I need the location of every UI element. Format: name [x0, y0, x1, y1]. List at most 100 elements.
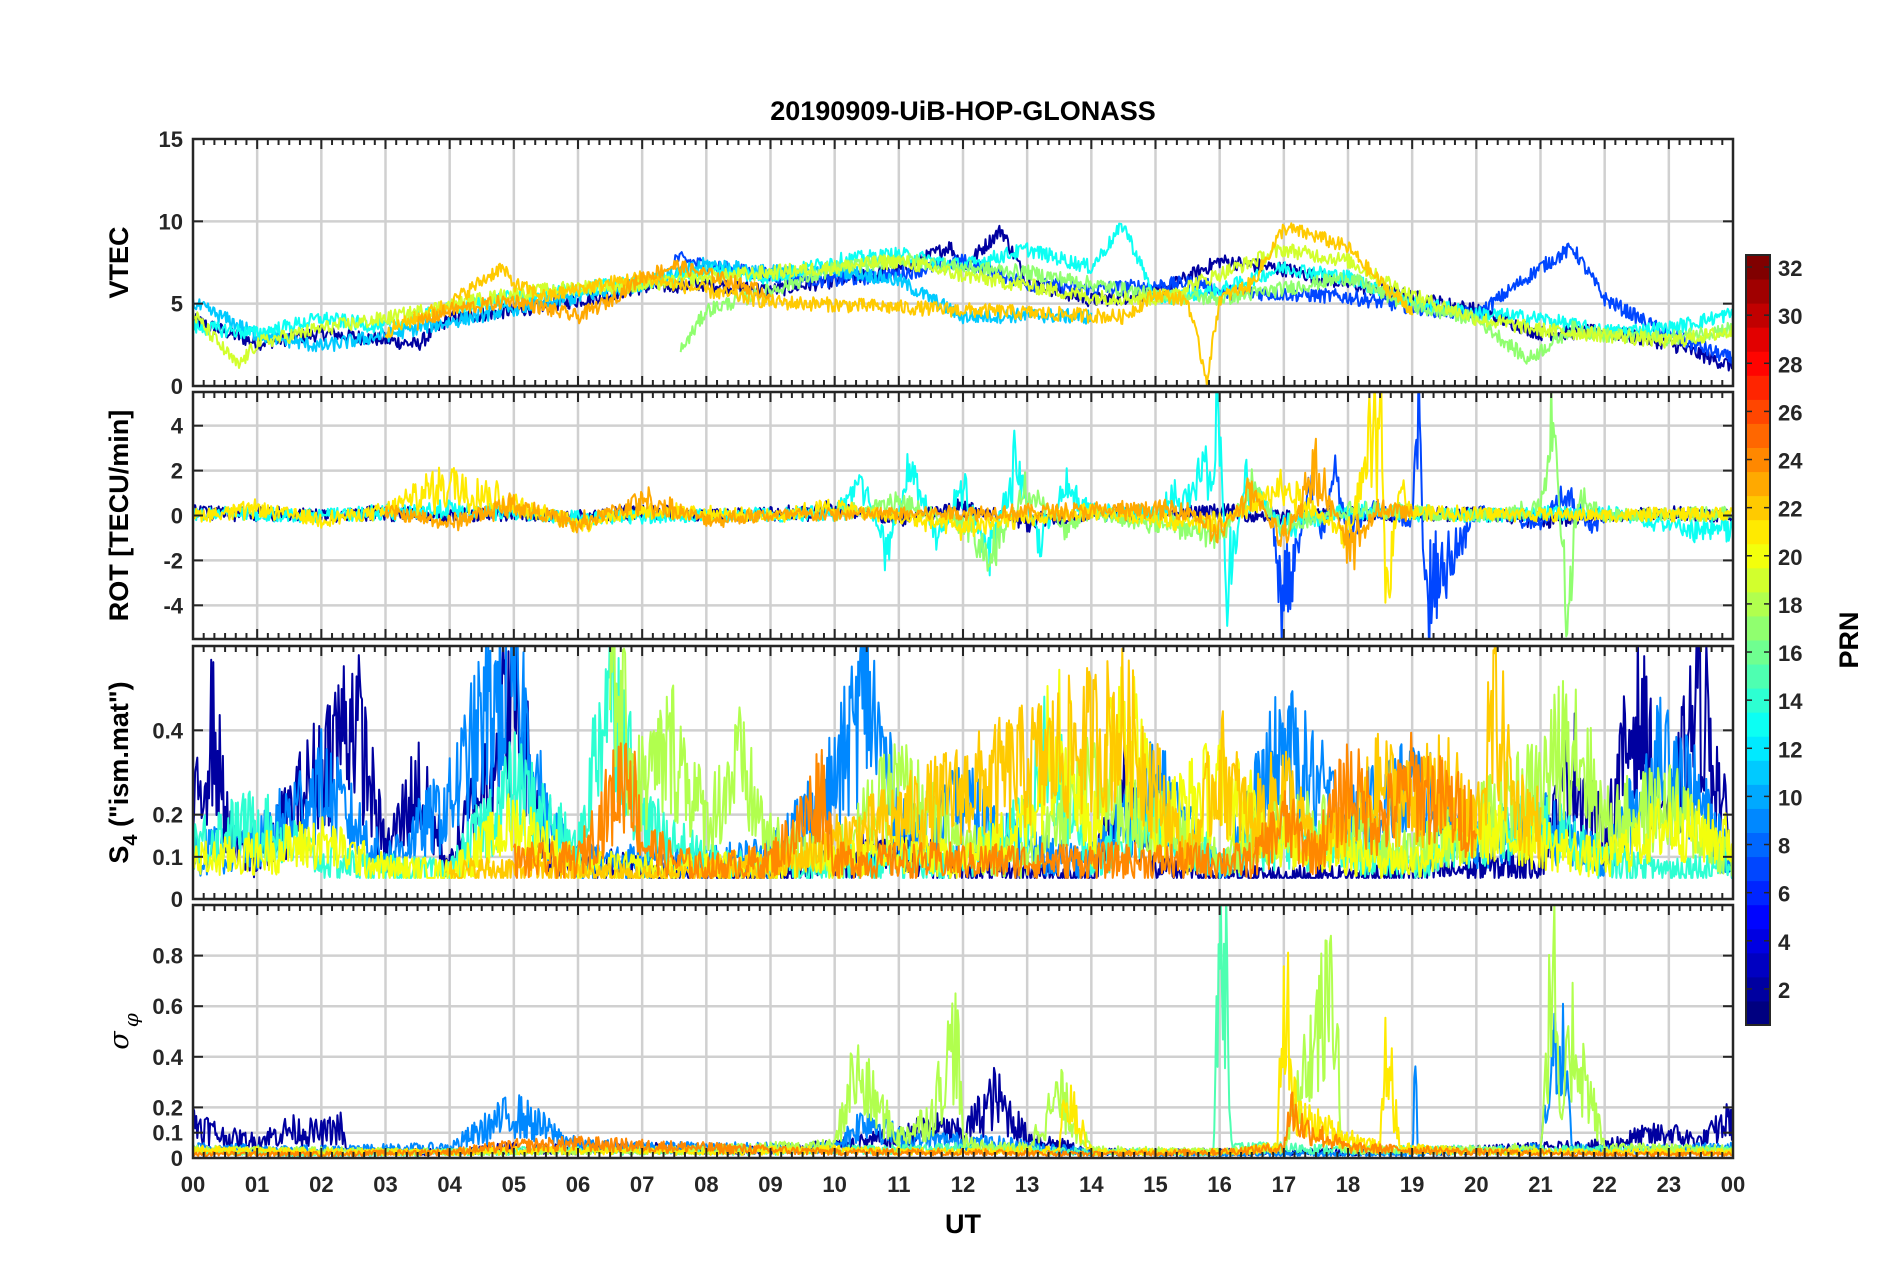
- x-tick-label: 09: [758, 1172, 782, 1197]
- y-label-subscript: φ: [119, 1013, 143, 1027]
- colorbar-band: [1746, 904, 1770, 930]
- chart-title: 20190909-UiB-HOP-GLONASS: [770, 96, 1156, 126]
- x-tick-label: 14: [1079, 1172, 1104, 1197]
- x-tick-label: 11: [887, 1172, 910, 1197]
- y-axis-label-text: S4 ("ism.mat"): [104, 681, 142, 863]
- y-tick-label: 0.1: [152, 1121, 183, 1146]
- colorbar-tick-label: 12: [1778, 737, 1802, 762]
- x-tick-label: 07: [630, 1172, 654, 1197]
- series-group-s4: [193, 646, 1733, 879]
- x-tick-label: 04: [437, 1172, 462, 1197]
- y-tick-label: -2: [163, 548, 183, 573]
- y-tick-label: 0: [171, 374, 183, 399]
- x-axis-label: UT: [945, 1209, 981, 1239]
- colorbar-label-text: PRN: [1834, 611, 1864, 668]
- y-label-rest: ("ism.mat"): [104, 681, 134, 834]
- y-tick-label: 0: [171, 1146, 183, 1171]
- colorbar-band: [1746, 519, 1770, 545]
- colorbar-band: [1746, 615, 1770, 641]
- y-tick-label: -4: [163, 593, 183, 618]
- y-tick-label: 0: [171, 887, 183, 912]
- colorbar-band: [1746, 1000, 1770, 1026]
- x-tick-label: 06: [566, 1172, 590, 1197]
- colorbar-band: [1746, 952, 1770, 978]
- x-ticks-rot: [192, 392, 1734, 639]
- colorbar-band: [1746, 423, 1770, 448]
- y-tick-label: 5: [171, 292, 183, 317]
- x-tick-label: 15: [1143, 1172, 1167, 1197]
- x-tick-label: 00: [1721, 1172, 1745, 1197]
- colorbar-tick-label: 14: [1778, 689, 1803, 714]
- colorbar-tick-label: 16: [1778, 641, 1802, 666]
- x-tick-label: 13: [1015, 1172, 1039, 1197]
- x-tick-label: 12: [951, 1172, 975, 1197]
- colorbar-band: [1746, 712, 1770, 737]
- series-line-prn-24: [512, 731, 1478, 879]
- x-tick-label: 00: [181, 1172, 205, 1197]
- y-axis-label-vtec: VTEC: [104, 226, 134, 298]
- colorbar-tick-label: 8: [1778, 834, 1790, 859]
- y-tick-label: 0: [171, 504, 183, 529]
- panel-vtec: 0 5 10 15 VTEC: [104, 127, 1735, 399]
- y-tick-label: 10: [159, 209, 183, 234]
- y-ticks-vtec: 0 5 10 15: [159, 127, 1733, 399]
- y-tick-label: 0.4: [152, 718, 183, 743]
- y-tick-label: 0.1: [152, 845, 183, 870]
- y-ticks-rot: -4 -2 0 2 4: [163, 414, 1733, 618]
- series-line-prn-23: [416, 259, 772, 331]
- y-tick-label: 15: [159, 127, 183, 152]
- y-tick-label: 0.2: [152, 1095, 183, 1120]
- y-axis-label-sigma_phi: σφ: [104, 1013, 143, 1049]
- y-tick-label: 0.8: [152, 944, 183, 969]
- colorbar-tick-label: 6: [1778, 882, 1790, 907]
- x-tick-label: 22: [1592, 1172, 1616, 1197]
- x-tick-label: 20: [1464, 1172, 1488, 1197]
- x-tick-label: 08: [694, 1172, 718, 1197]
- x-tick-label: 18: [1336, 1172, 1360, 1197]
- colorbar-tick-label: 28: [1778, 352, 1802, 377]
- y-label-main: σ: [104, 1030, 135, 1050]
- x-tick-label: 21: [1528, 1172, 1552, 1197]
- panel-rot: -4 -2 0 2 4 ROT [TECU/min]: [104, 390, 1735, 641]
- y-tick-label: 0.4: [152, 1045, 183, 1070]
- y-axis-label-s4: S4 ("ism.mat"): [104, 681, 142, 863]
- colorbar-tick-label: 32: [1778, 256, 1802, 281]
- series-line-prn-23: [384, 437, 1414, 571]
- colorbar-band: [1746, 856, 1770, 882]
- y-ticks-sigma_phi: 00.10.2 0.4 0.6 0.8: [152, 944, 1733, 1171]
- x-tick-label: 05: [502, 1172, 526, 1197]
- y-label-subscript: 4: [120, 834, 142, 846]
- colorbar-tick-label: 30: [1778, 304, 1802, 329]
- colorbar-tick-label: 26: [1778, 400, 1802, 425]
- series-group-vtec: [193, 222, 1733, 386]
- colorbar-band: [1746, 760, 1770, 785]
- colorbar-band: [1746, 664, 1770, 689]
- colorbar-tick-label: 20: [1778, 545, 1802, 570]
- y-tick-label: 0.6: [152, 994, 183, 1019]
- x-tick-label: 16: [1207, 1172, 1231, 1197]
- x-tick-label: 01: [245, 1172, 269, 1197]
- x-tick-label: 03: [373, 1172, 397, 1197]
- x-tick-label: 17: [1272, 1172, 1296, 1197]
- colorbar-tick-label: 2: [1778, 978, 1790, 1003]
- colorbar-frame: [1745, 254, 1771, 1026]
- series-line-prn-21: [193, 392, 1733, 604]
- colorbar-tick-label: 22: [1778, 497, 1802, 522]
- y-tick-label: 0.2: [152, 803, 183, 828]
- y-axis-label-text: ROT [TECU/min]: [104, 410, 134, 621]
- panel-sigma_phi: 00.10.2 0.4 0.6 0.8 σφ: [104, 903, 1735, 1171]
- y-axis-label-text: σφ: [104, 1013, 143, 1049]
- y-axis-label-text: VTEC: [104, 226, 134, 298]
- x-tick-label: 19: [1400, 1172, 1424, 1197]
- colorbar-tick-label: 18: [1778, 593, 1802, 618]
- y-tick-label: 4: [171, 414, 184, 439]
- colorbar-band: [1746, 375, 1770, 400]
- x-ticks-vtec: [192, 139, 1734, 386]
- y-tick-label: 2: [171, 459, 183, 484]
- x-tick-label: 10: [822, 1172, 846, 1197]
- colorbar-band: [1746, 327, 1770, 352]
- y-axis-label-rot: ROT [TECU/min]: [104, 410, 134, 621]
- colorbar-tick-label: 10: [1778, 785, 1802, 810]
